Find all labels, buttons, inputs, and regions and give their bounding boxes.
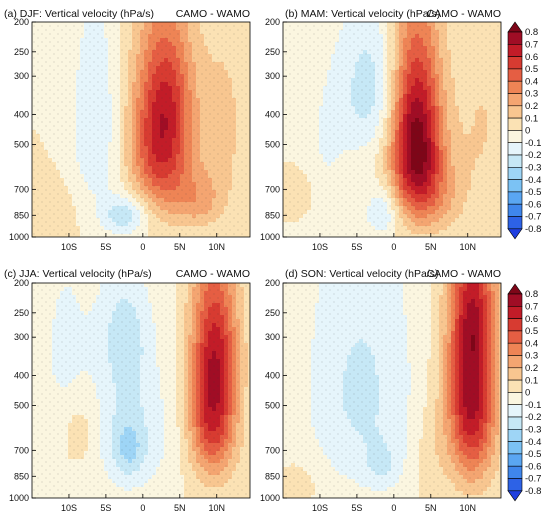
panel-a-title: (a) DJF: Vertical velocity (hPa/s) <box>4 8 154 20</box>
y-tick-label: 250 <box>14 47 29 57</box>
x-tick-label: 5N <box>174 242 186 252</box>
x-tick-label: 10S <box>61 242 77 252</box>
y-tick-label: 700 <box>14 184 29 194</box>
panel-a-yticks: 200 250 300 400 500 700 850 1000 <box>9 17 36 242</box>
panel-a: 10S 5S 0 5N 10N 200 250 300 400 500 700 850 1000 (a… <box>4 8 251 252</box>
y-tick-label: 500 <box>14 139 29 149</box>
y-tick-label: 400 <box>14 110 29 120</box>
y-tick-label: 200 <box>14 17 29 27</box>
x-tick-label: 10N <box>208 242 225 252</box>
panel-a-right-label: CAMO - WAMO <box>176 8 250 20</box>
panel-a-frame <box>31 21 251 238</box>
panel-a-stippling <box>32 22 250 237</box>
x-tick-label: 0 <box>140 242 145 252</box>
panel-a-xticks: 10S 5S 0 5N 10N <box>61 233 225 252</box>
y-tick-label: 850 <box>14 210 29 220</box>
y-tick-label: 300 <box>14 71 29 81</box>
y-tick-label: 1000 <box>9 232 29 242</box>
x-tick-label: 5S <box>100 242 111 252</box>
